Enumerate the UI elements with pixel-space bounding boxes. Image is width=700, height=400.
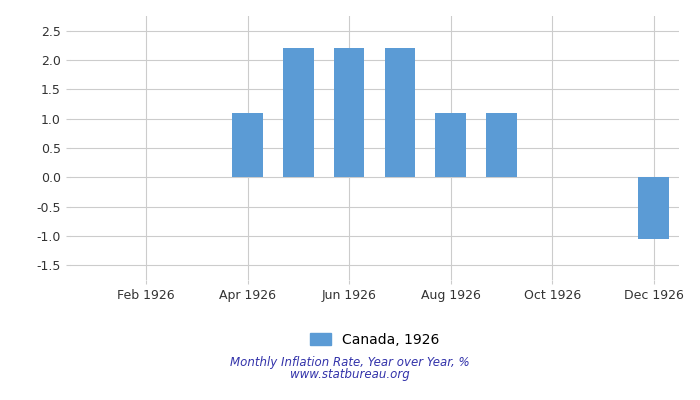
Bar: [283, 48, 314, 177]
Bar: [334, 48, 365, 177]
Bar: [232, 113, 262, 177]
Legend: Canada, 1926: Canada, 1926: [304, 327, 444, 352]
Bar: [638, 177, 668, 239]
Bar: [486, 113, 517, 177]
Text: Monthly Inflation Rate, Year over Year, %: Monthly Inflation Rate, Year over Year, …: [230, 356, 470, 369]
Bar: [385, 48, 415, 177]
Bar: [435, 113, 466, 177]
Text: www.statbureau.org: www.statbureau.org: [290, 368, 410, 381]
